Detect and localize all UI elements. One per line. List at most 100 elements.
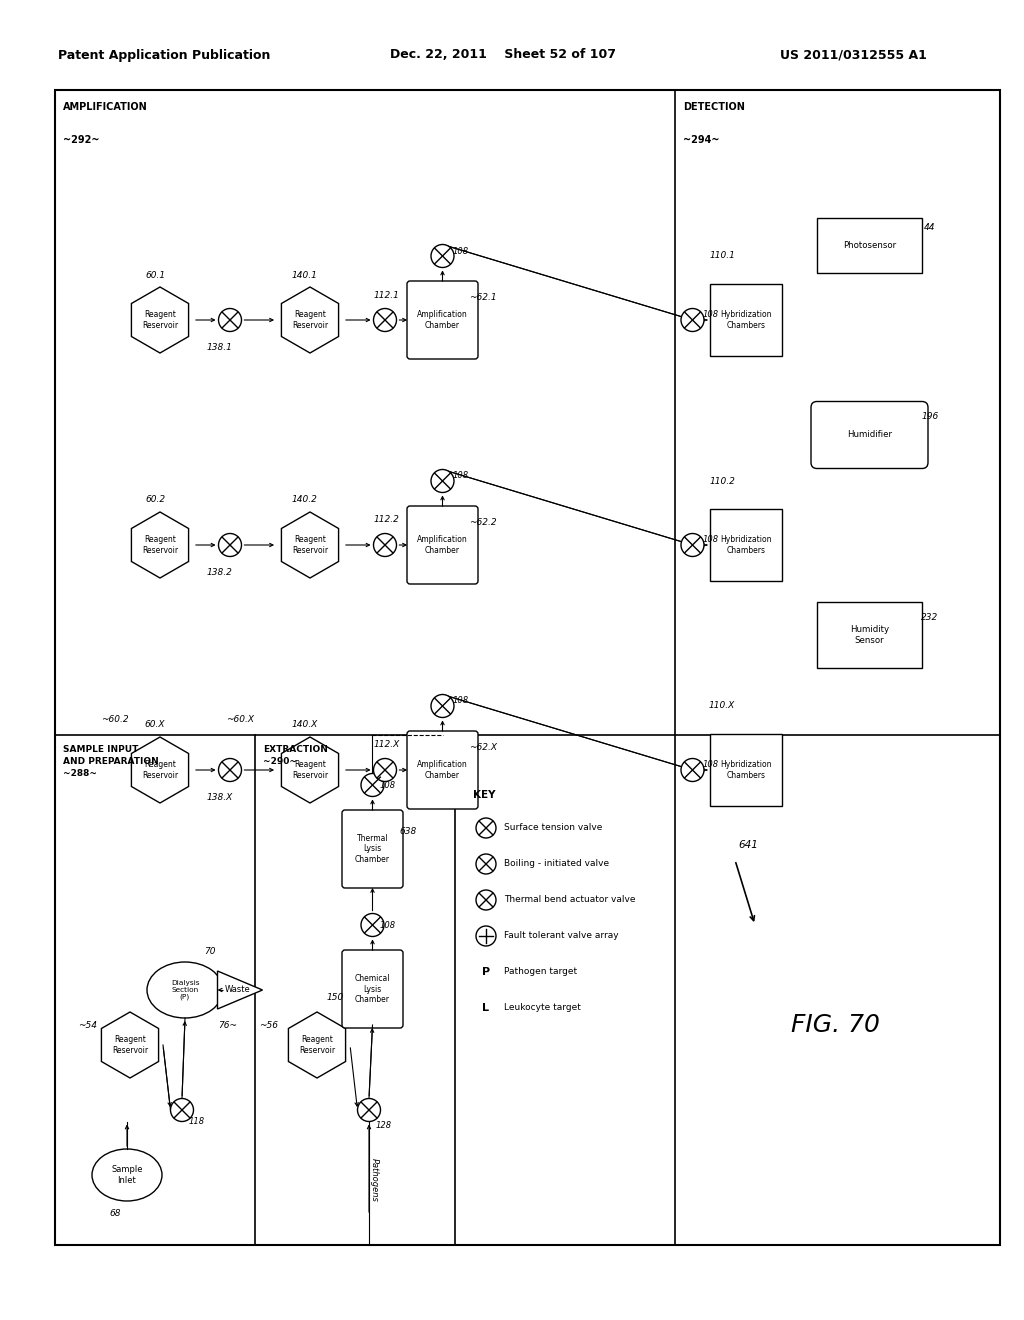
Circle shape: [374, 759, 396, 781]
Text: ~56: ~56: [259, 1020, 279, 1030]
Circle shape: [476, 927, 496, 946]
Text: 110.1: 110.1: [709, 252, 735, 260]
FancyBboxPatch shape: [710, 284, 782, 356]
Text: ~62.1: ~62.1: [469, 293, 497, 302]
Text: Reagent
Reservoir: Reagent Reservoir: [292, 760, 328, 780]
Polygon shape: [131, 286, 188, 352]
FancyBboxPatch shape: [342, 810, 403, 888]
FancyBboxPatch shape: [55, 90, 1000, 1245]
Circle shape: [374, 533, 396, 557]
Text: 138.1: 138.1: [207, 343, 232, 352]
Text: SAMPLE INPUT
AND PREPARATION
~288~: SAMPLE INPUT AND PREPARATION ~288~: [63, 744, 159, 777]
Text: 641: 641: [738, 840, 758, 850]
Text: ~292~: ~292~: [63, 135, 99, 145]
Text: Waste: Waste: [225, 986, 251, 994]
Text: 112.2: 112.2: [374, 516, 400, 524]
Text: Amplification
Chamber: Amplification Chamber: [417, 760, 468, 780]
Polygon shape: [289, 1012, 345, 1078]
FancyBboxPatch shape: [342, 950, 403, 1028]
Text: 108: 108: [702, 760, 719, 770]
Text: Photosensor: Photosensor: [843, 240, 896, 249]
Text: 140.1: 140.1: [292, 271, 317, 280]
Text: KEY: KEY: [473, 789, 496, 800]
Text: ~294~: ~294~: [683, 135, 720, 145]
Circle shape: [476, 818, 496, 838]
Text: 108: 108: [702, 310, 719, 319]
Text: Humidity
Sensor: Humidity Sensor: [850, 626, 889, 644]
Text: Reagent
Reservoir: Reagent Reservoir: [142, 536, 178, 554]
Polygon shape: [282, 286, 339, 352]
FancyBboxPatch shape: [710, 734, 782, 807]
Polygon shape: [131, 512, 188, 578]
Circle shape: [374, 309, 396, 331]
Circle shape: [681, 759, 705, 781]
Polygon shape: [131, 737, 188, 803]
Text: 108: 108: [453, 247, 469, 256]
Text: Sample
Inlet: Sample Inlet: [112, 1166, 142, 1185]
Text: DETECTION: DETECTION: [683, 102, 744, 112]
Circle shape: [476, 854, 496, 874]
Text: 44: 44: [925, 223, 936, 231]
Text: 140.X: 140.X: [292, 721, 318, 730]
FancyBboxPatch shape: [407, 731, 478, 809]
Text: 68: 68: [110, 1209, 121, 1217]
Text: L: L: [482, 1003, 489, 1012]
Polygon shape: [282, 737, 339, 803]
Text: Patent Application Publication: Patent Application Publication: [58, 49, 270, 62]
Text: Amplification
Chamber: Amplification Chamber: [417, 310, 468, 330]
Text: Pathogen target: Pathogen target: [504, 968, 578, 977]
Text: 110.X: 110.X: [709, 701, 735, 710]
Circle shape: [357, 1098, 381, 1122]
Text: ~62.X: ~62.X: [469, 743, 497, 752]
Text: 76~: 76~: [218, 1020, 238, 1030]
Circle shape: [171, 1098, 194, 1122]
Text: 128: 128: [376, 1121, 392, 1130]
Text: 110.2: 110.2: [709, 477, 735, 486]
Circle shape: [218, 759, 242, 781]
Text: US 2011/0312555 A1: US 2011/0312555 A1: [780, 49, 927, 62]
Text: ~60.2: ~60.2: [101, 715, 129, 725]
FancyBboxPatch shape: [407, 281, 478, 359]
Circle shape: [218, 533, 242, 557]
Text: Reagent
Reservoir: Reagent Reservoir: [142, 760, 178, 780]
Circle shape: [681, 309, 705, 331]
Circle shape: [431, 244, 454, 268]
Text: EXTRACTION
~290~: EXTRACTION ~290~: [263, 744, 328, 766]
Text: Reagent
Reservoir: Reagent Reservoir: [142, 310, 178, 330]
Text: Pathogens: Pathogens: [370, 1158, 379, 1203]
Ellipse shape: [147, 962, 223, 1018]
Circle shape: [476, 890, 496, 909]
Text: 138.X: 138.X: [207, 793, 233, 803]
Text: Reagent
Reservoir: Reagent Reservoir: [299, 1035, 335, 1055]
Text: Dialysis
Section
(P): Dialysis Section (P): [171, 979, 200, 1001]
Text: Amplification
Chamber: Amplification Chamber: [417, 536, 468, 554]
Text: Fault tolerant valve array: Fault tolerant valve array: [504, 932, 618, 940]
Text: Hybridization
Chambers: Hybridization Chambers: [720, 760, 772, 780]
Text: 108: 108: [453, 471, 469, 480]
Text: AMPLIFICATION: AMPLIFICATION: [63, 102, 147, 112]
Text: Leukocyte target: Leukocyte target: [504, 1003, 581, 1012]
Text: Chemical
Lysis
Chamber: Chemical Lysis Chamber: [354, 974, 390, 1005]
Text: Thermal bend actuator valve: Thermal bend actuator valve: [504, 895, 636, 904]
Circle shape: [361, 913, 384, 936]
Text: 70: 70: [204, 948, 216, 957]
Text: 118: 118: [189, 1118, 205, 1126]
Text: ~60.X: ~60.X: [226, 715, 254, 725]
FancyBboxPatch shape: [817, 218, 922, 272]
Text: Hybridization
Chambers: Hybridization Chambers: [720, 536, 772, 554]
Text: 150: 150: [327, 993, 344, 1002]
FancyBboxPatch shape: [407, 506, 478, 583]
Text: 232: 232: [922, 612, 939, 622]
Ellipse shape: [92, 1148, 162, 1201]
Text: ~54: ~54: [79, 1020, 97, 1030]
Polygon shape: [101, 1012, 159, 1078]
Circle shape: [431, 694, 454, 718]
Text: 140.2: 140.2: [292, 495, 317, 504]
Circle shape: [361, 774, 384, 796]
Text: Humidifier: Humidifier: [847, 430, 892, 440]
Circle shape: [218, 309, 242, 331]
FancyBboxPatch shape: [817, 602, 922, 668]
Text: 112.1: 112.1: [374, 290, 400, 300]
Text: 108: 108: [702, 536, 719, 544]
FancyBboxPatch shape: [710, 510, 782, 581]
